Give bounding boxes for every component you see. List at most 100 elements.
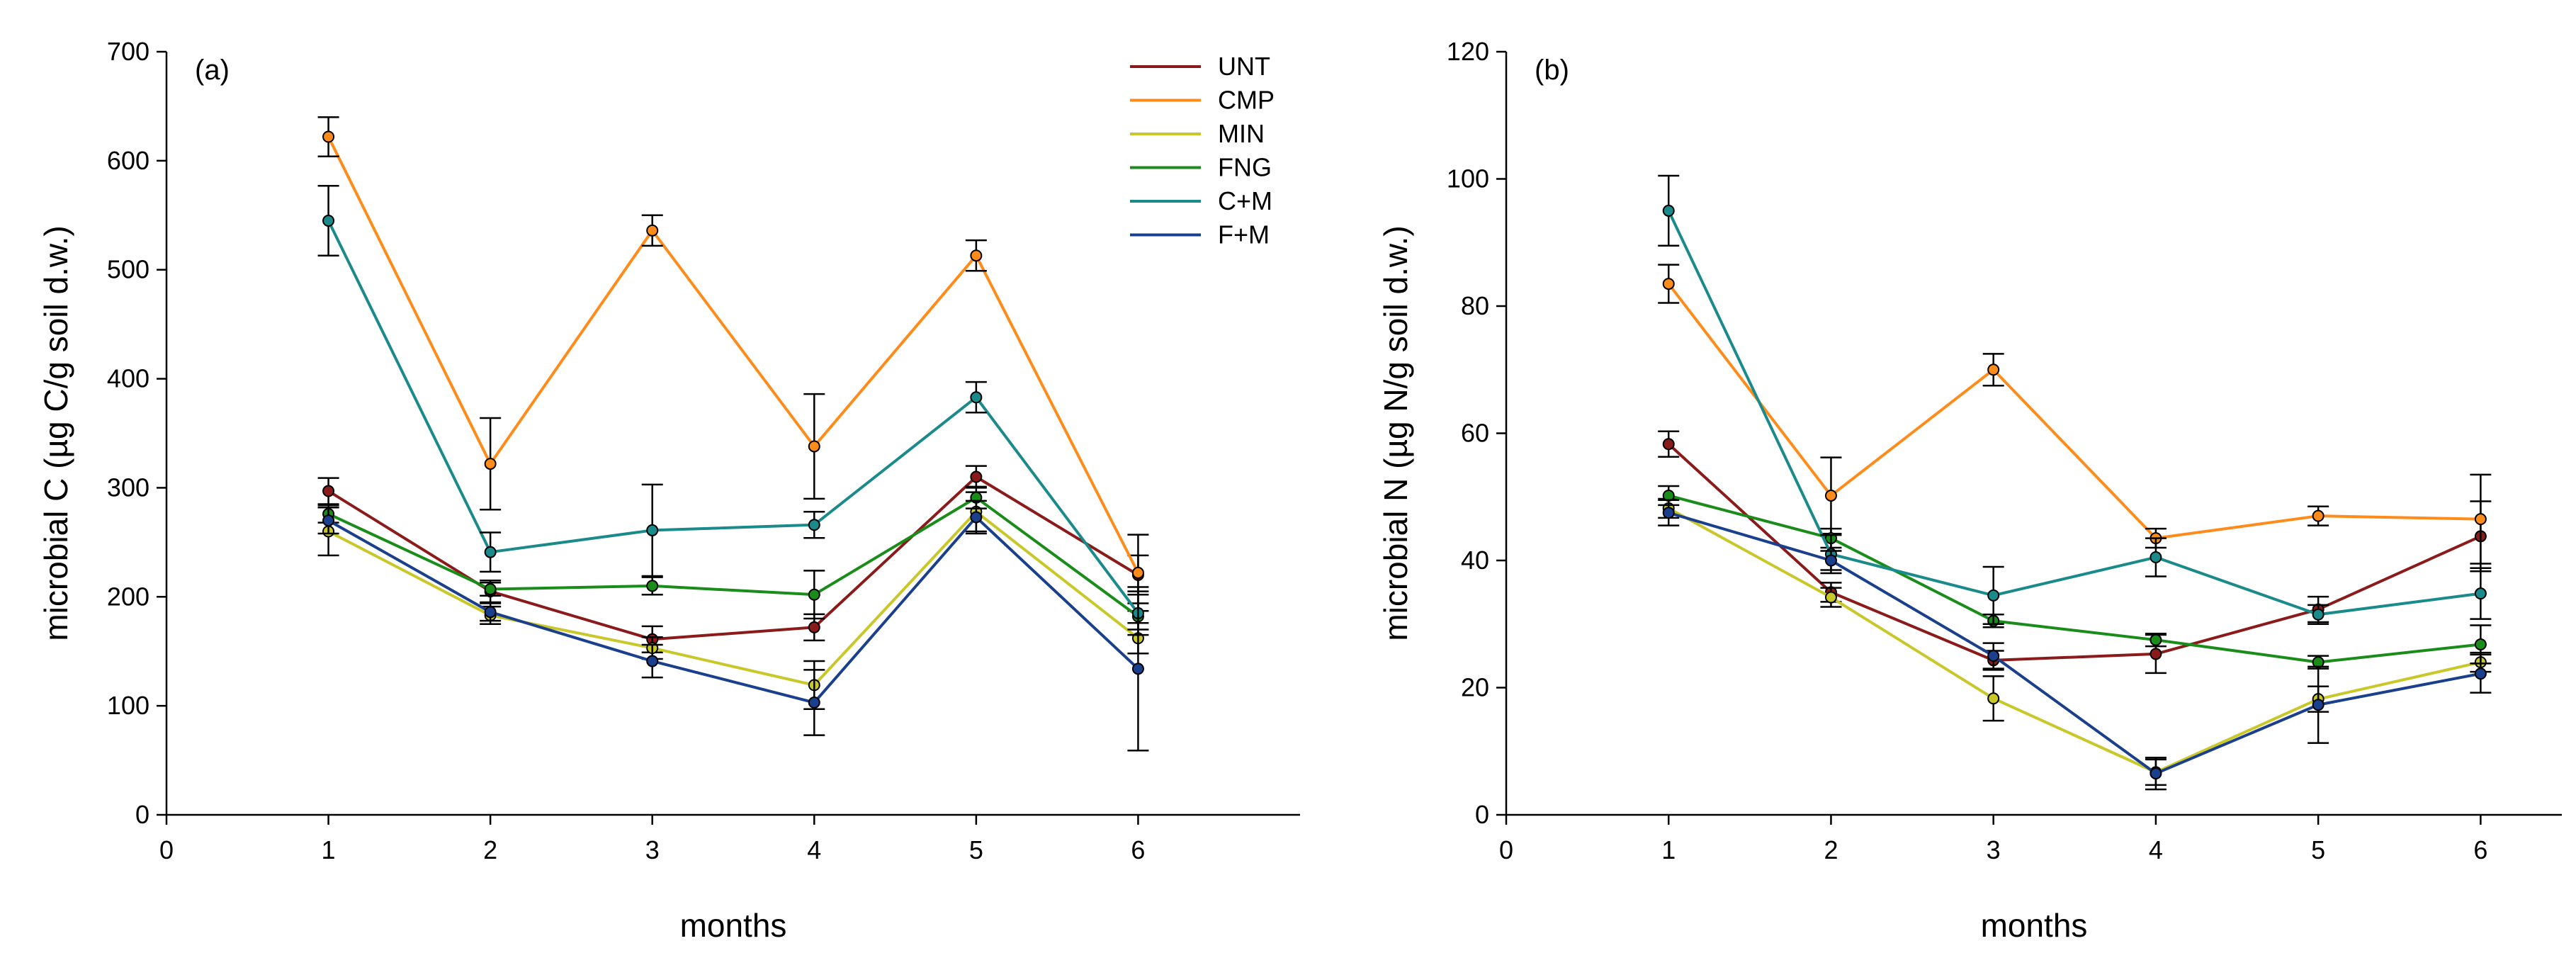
series-UNT	[1658, 430, 2492, 675]
data-point	[1987, 692, 2000, 705]
y-tick-label: 40	[1461, 546, 1489, 575]
y-tick-label: 700	[107, 37, 149, 66]
data-point	[2150, 767, 2162, 780]
x-tick-label: 5	[2311, 835, 2325, 864]
series-line	[1667, 443, 2482, 662]
series-line	[1668, 507, 2481, 774]
x-tick-label: 1	[1661, 835, 1676, 864]
data-point	[1662, 438, 1675, 451]
data-point	[1824, 554, 1837, 567]
y-tick-label: 60	[1461, 419, 1489, 448]
series-MIN	[317, 491, 1149, 711]
data-point	[484, 546, 497, 558]
x-tick-label: 5	[969, 835, 983, 864]
data-point	[646, 224, 659, 237]
series-C+M	[1658, 174, 2492, 625]
series-line	[1668, 494, 2481, 664]
series-MIN	[1658, 497, 2492, 786]
data-point	[2312, 509, 2324, 522]
x-axis-title: months	[1981, 907, 2088, 944]
data-point	[2474, 587, 2487, 600]
x-tick-label: 3	[1987, 835, 2001, 864]
data-point	[322, 514, 335, 527]
x-tick-label: 6	[2473, 835, 2487, 864]
data-point	[484, 606, 497, 619]
legend-label: MIN	[1218, 119, 1265, 148]
data-point	[2474, 667, 2487, 680]
y-tick-label: 200	[107, 582, 149, 611]
data-point	[1662, 278, 1675, 291]
data-point	[970, 249, 983, 262]
data-point	[808, 621, 820, 633]
data-point	[322, 485, 335, 497]
y-tick-label: 600	[107, 146, 149, 175]
x-tick-label: 1	[322, 835, 336, 864]
chart-panel-1: 0 100 200 300 400 500 600 700 0 1 2 3 4 5 6 months micro…	[38, 37, 1300, 944]
data-point	[1987, 589, 2000, 602]
data-point	[970, 511, 983, 524]
data-point	[1824, 489, 1837, 502]
legend-label: FNG	[1218, 153, 1272, 182]
series-F+M	[1658, 499, 2492, 791]
data-point	[1987, 650, 2000, 662]
series-line	[327, 136, 1140, 574]
data-point	[808, 697, 820, 709]
data-point	[646, 524, 659, 536]
data-point	[1987, 363, 2000, 376]
legend-label: F+M	[1218, 220, 1270, 249]
y-tick-label: 80	[1461, 291, 1489, 320]
series-line	[1667, 210, 2481, 616]
y-tick-label: 0	[1475, 800, 1489, 829]
data-point	[1662, 507, 1675, 519]
legend: UNT CMP MIN FNG C+M F+M	[1130, 52, 1275, 249]
y-tick-label: 400	[107, 364, 149, 393]
y-axis-title: microbial C (µg C/g soil d.w.)	[38, 225, 74, 641]
legend-label: UNT	[1218, 52, 1270, 81]
data-point	[1131, 662, 1144, 675]
data-point	[808, 519, 820, 531]
series-CMP	[317, 116, 1149, 612]
data-point	[2474, 638, 2487, 650]
x-tick-label: 3	[645, 835, 660, 864]
legend-label: C+M	[1218, 186, 1272, 215]
y-axis-title: microbial N (µg N/g soil d.w.)	[1377, 225, 1414, 641]
data-point	[808, 588, 820, 601]
y-tick-label: 120	[1447, 37, 1489, 66]
x-tick-label: 0	[159, 835, 174, 864]
series-line	[327, 475, 1139, 641]
x-tick-label: 0	[1499, 835, 1513, 864]
data-point	[484, 458, 497, 470]
data-point	[1662, 204, 1675, 217]
y-tick-label: 100	[107, 691, 149, 720]
data-point	[2474, 513, 2487, 526]
series-line	[327, 220, 1140, 614]
x-tick-label: 2	[1824, 835, 1838, 864]
x-axis-title: months	[680, 907, 787, 944]
series-line	[1668, 511, 2481, 775]
data-point	[2312, 608, 2324, 621]
x-tick-label: 4	[2149, 835, 2163, 864]
panel-label: (b)	[1535, 55, 1569, 86]
data-point	[646, 655, 659, 667]
data-point	[970, 470, 983, 483]
panel-label: (a)	[195, 55, 230, 86]
series-F+M	[317, 500, 1149, 752]
series-FNG	[317, 485, 1149, 631]
x-tick-label: 2	[483, 835, 497, 864]
series-line	[1667, 283, 2481, 540]
legend-label: CMP	[1218, 86, 1275, 115]
series-line	[327, 515, 1139, 704]
y-tick-label: 0	[135, 800, 149, 829]
chart-panel-2: 0 20 40 60 80 100 120 0 1 2 3 4 5 6 months microbial N …	[1377, 37, 2562, 944]
data-point	[2150, 648, 2162, 660]
series-line	[327, 510, 1139, 687]
data-point	[808, 440, 820, 453]
series-line	[327, 496, 1139, 618]
data-point	[1824, 591, 1837, 604]
data-point	[322, 214, 335, 227]
y-tick-label: 20	[1461, 673, 1489, 702]
data-point	[2150, 551, 2162, 564]
data-point	[970, 391, 983, 404]
